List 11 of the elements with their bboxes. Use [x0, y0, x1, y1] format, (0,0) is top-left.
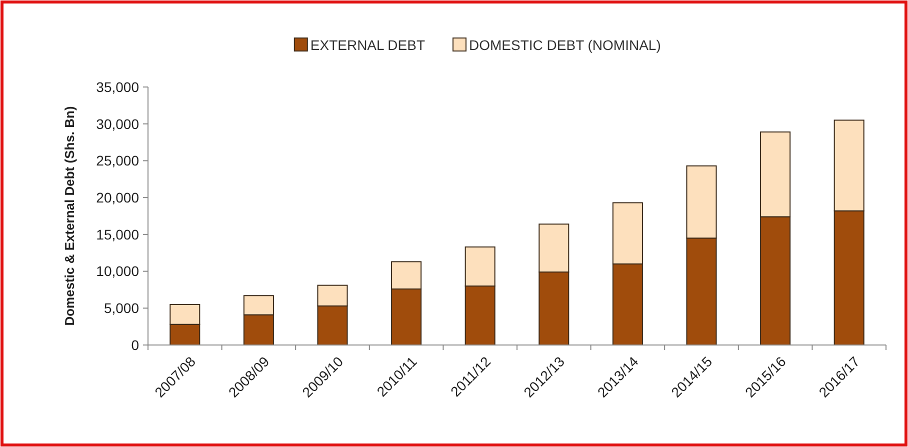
- y-tick-label: 5,000: [104, 300, 140, 316]
- y-tick-label: 20,000: [96, 189, 140, 206]
- y-tick-label: 25,000: [96, 152, 140, 169]
- y-tick-label: 0: [131, 336, 140, 353]
- y-tick-label: 35,000: [96, 78, 140, 95]
- legend-label: EXTERNAL DEBT: [310, 36, 426, 53]
- y-axis-title: Domestic & External Debt (Shs. Bn): [62, 106, 77, 326]
- y-tick-label: 10,000: [96, 263, 140, 280]
- legend-label: DOMESTIC DEBT (NOMINAL): [469, 36, 661, 53]
- y-tick-label: 30,000: [96, 116, 140, 132]
- y-tick-label: 15,000: [96, 226, 140, 242]
